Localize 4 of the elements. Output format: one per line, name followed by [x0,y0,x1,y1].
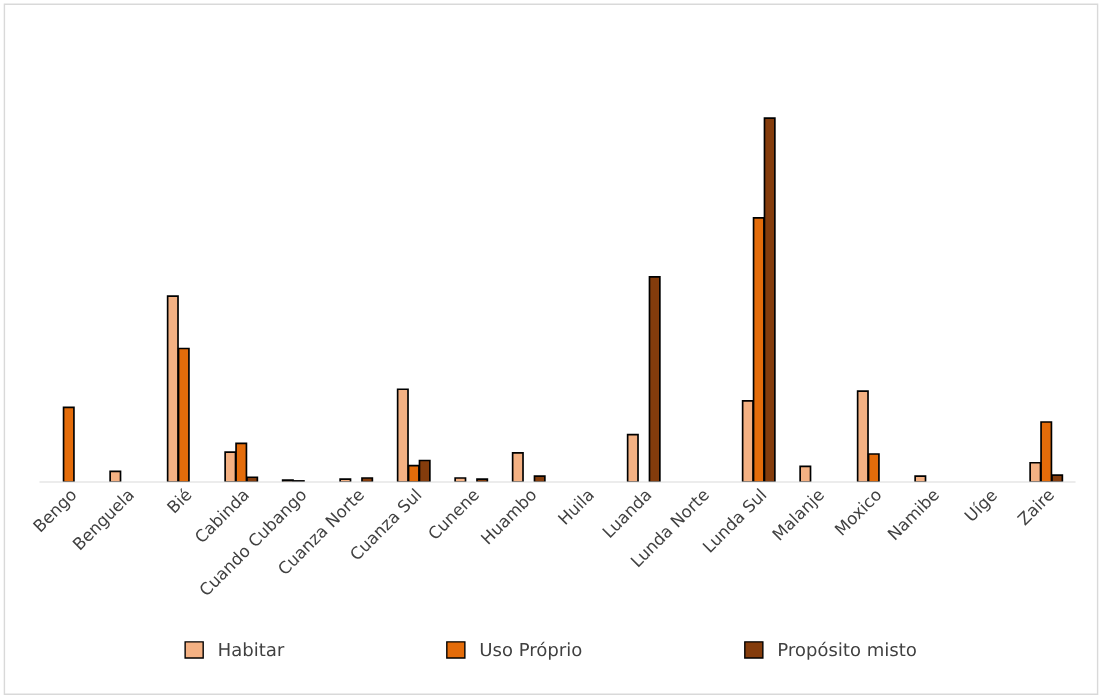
legend-label: Propósito misto [779,641,916,660]
x-tick-label: Bié [165,487,193,514]
legend-label: Uso Próprio [480,641,582,660]
legend-label: Habitar [219,642,285,657]
